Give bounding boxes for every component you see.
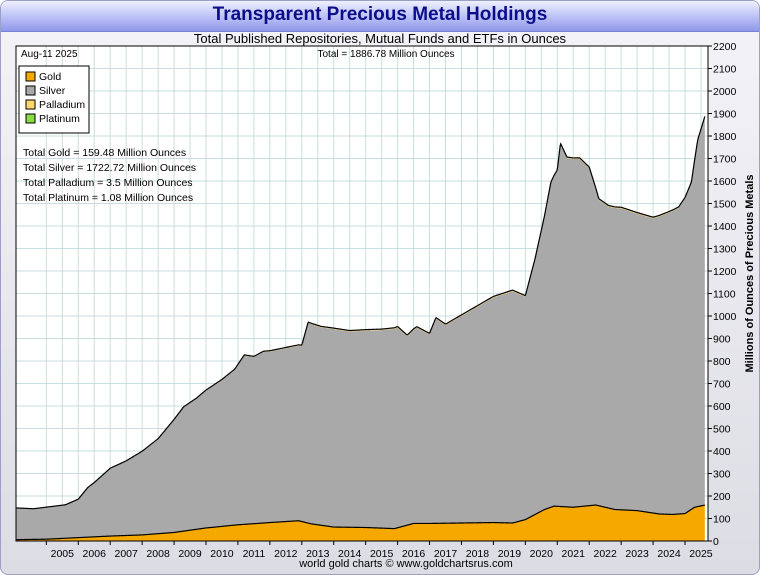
legend: Gold Silver Palladium Platinum xyxy=(18,65,90,134)
y-tick-label: 700 xyxy=(713,379,731,391)
x-tick-label: 2024 xyxy=(657,548,681,560)
legend-label-silver: Silver xyxy=(39,85,66,97)
x-tick-label: 2025 xyxy=(689,548,713,560)
legend-swatch-silver xyxy=(25,85,36,96)
x-tick-label: 2022 xyxy=(593,548,617,560)
y-tick-label: 2000 xyxy=(713,86,737,98)
y-tick-label: 500 xyxy=(713,424,731,436)
x-tick-label: 2013 xyxy=(306,548,330,560)
area-series xyxy=(15,116,706,541)
x-tick-label: 2018 xyxy=(466,548,490,560)
y-tick-label: 1100 xyxy=(713,289,736,301)
axes: 0 100 200 300 400 500 600 700 800 900 1000 1100 1200… xyxy=(15,41,737,560)
annotation-total: Total Platinum = 1.08 Million Ounces xyxy=(23,192,193,204)
y-tick-label: 300 xyxy=(713,469,731,481)
y-tick-label: 1800 xyxy=(713,131,737,143)
y-tick-label: 1500 xyxy=(713,199,737,211)
gold-outline xyxy=(15,504,705,541)
x-tick-label: 2009 xyxy=(178,548,202,560)
legend-label-gold: Gold xyxy=(39,71,61,83)
x-tick-label: 2011 xyxy=(243,548,266,560)
x-tick-label: 2016 xyxy=(402,548,426,560)
y-tick-label: 1400 xyxy=(713,221,737,233)
x-tick-label: 2019 xyxy=(498,548,522,560)
x-tick-label: 2020 xyxy=(530,548,554,560)
annotation-total: Total Gold = 159.48 Million Ounces xyxy=(23,147,186,159)
x-tick-label: 2021 xyxy=(562,548,586,560)
y-tick-label: 1900 xyxy=(713,109,737,121)
chart-title: Transparent Precious Metal Holdings xyxy=(212,4,548,25)
y-tick-label: 100 xyxy=(713,514,731,526)
legend-swatch-platinum xyxy=(25,113,36,124)
y-axis-label: Millions of Ounces of Precious Metals xyxy=(744,174,756,372)
x-tick-label: 2017 xyxy=(434,548,458,560)
x-tick-label: 2008 xyxy=(146,548,170,560)
x-tick-label: 2007 xyxy=(114,548,138,560)
chart-subtitle: Total Published Repositories, Mutual Fun… xyxy=(193,31,567,46)
y-tick-label: 600 xyxy=(713,401,731,413)
annotation-total: Total Silver = 1722.72 Million Ounces xyxy=(23,162,196,174)
legend-swatch-gold xyxy=(25,71,36,82)
y-tick-label: 1200 xyxy=(713,266,737,278)
y-tick-label: 2100 xyxy=(713,64,737,76)
y-tick-label: 400 xyxy=(713,446,731,458)
legend-swatch-palladium xyxy=(25,99,36,110)
x-tick-label: 2014 xyxy=(338,548,362,560)
legend-label-palladium: Palladium xyxy=(39,99,85,111)
footer-credit: world gold charts © www.goldchartsrus.co… xyxy=(299,558,513,570)
y-tick-label: 900 xyxy=(713,334,731,346)
x-tick-label: 2023 xyxy=(625,548,649,560)
annotations: Total Gold = 159.48 Million Ounces Total … xyxy=(23,147,196,204)
y-tick-label: 1600 xyxy=(713,176,737,188)
x-tick-label: 2012 xyxy=(274,548,298,560)
y-tick-label: 800 xyxy=(713,356,731,368)
title-bar: Transparent Precious Metal Holdings xyxy=(1,1,759,32)
y-tick-label: 200 xyxy=(713,491,731,503)
x-tick-label: 2006 xyxy=(83,548,107,560)
date-label: Aug-11 2025 xyxy=(21,49,78,60)
y-tick-label: 1700 xyxy=(713,154,737,166)
area-gold xyxy=(16,505,705,541)
x-tick-label: 2015 xyxy=(370,548,394,560)
y-tick-label: 1300 xyxy=(713,244,737,256)
x-tick-label: 2005 xyxy=(51,548,75,560)
total-label: Total = 1886.78 Million Ounces xyxy=(317,49,454,60)
area-silver xyxy=(16,117,705,540)
legend-label-platinum: Platinum xyxy=(39,113,80,125)
y-tick-label: 1000 xyxy=(713,311,737,323)
total-outline xyxy=(15,116,706,510)
y-tick-label: 2200 xyxy=(713,41,737,53)
annotation-total: Total Palladium = 3.5 Million Ounces xyxy=(23,177,193,189)
x-tick-label: 2010 xyxy=(210,548,234,560)
y-tick-label: 0 xyxy=(713,536,719,548)
